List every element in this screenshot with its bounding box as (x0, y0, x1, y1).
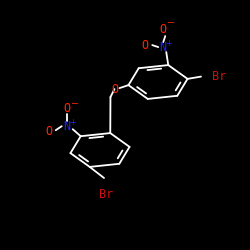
Text: N: N (160, 40, 167, 54)
Text: −: − (71, 99, 79, 109)
Text: O: O (111, 83, 118, 96)
Text: Br: Br (212, 70, 226, 83)
Text: N: N (63, 120, 70, 133)
Text: −: − (167, 18, 175, 28)
Text: +: + (69, 118, 76, 127)
Text: Br: Br (99, 188, 113, 200)
Text: O: O (45, 125, 52, 138)
Text: O: O (142, 38, 149, 52)
Text: +: + (165, 38, 172, 48)
Text: O: O (160, 22, 167, 36)
Text: O: O (63, 102, 70, 115)
